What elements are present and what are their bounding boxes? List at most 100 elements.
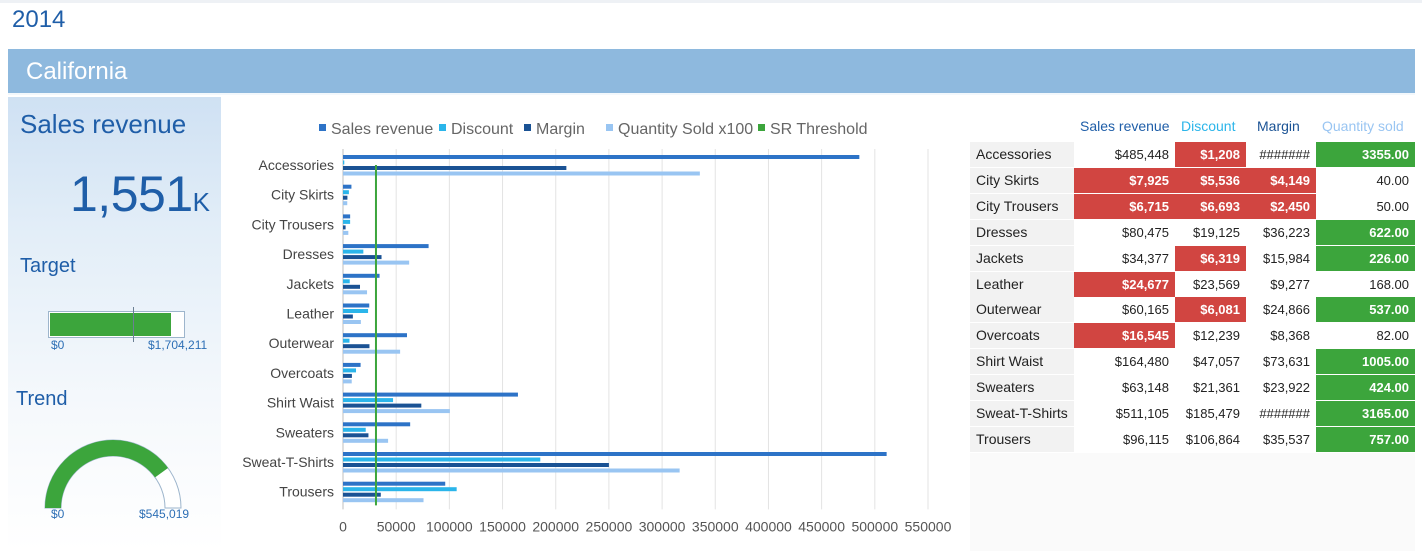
table-row[interactable]: Sweaters $63,148 $21,361 $23,922 424.00 bbox=[970, 375, 1415, 402]
region-title: California bbox=[26, 58, 128, 85]
bar-chart: Sales revenue Discount Margin Quantity Sold… bbox=[242, 121, 952, 534]
table-cell: $6,319 bbox=[1175, 245, 1246, 271]
bar bbox=[343, 452, 887, 456]
table-row[interactable]: Outerwear $60,165 $6,081 $24,866 537.00 bbox=[970, 297, 1415, 324]
table-cell: $5,536 bbox=[1175, 167, 1246, 193]
table-cell: $12,239 bbox=[1193, 328, 1240, 344]
category-label: City Trousers bbox=[252, 216, 334, 232]
kpi-panel: Sales revenue 1,551K Target $0 $1,704,21… bbox=[8, 97, 221, 551]
bar bbox=[343, 403, 422, 408]
trend-max-label: $545,019 bbox=[139, 507, 190, 521]
table-row[interactable]: Trousers $96,115 $106,864 $35,537 757.00 bbox=[970, 426, 1415, 453]
x-tick-label: 550000 bbox=[905, 518, 952, 534]
kpi-value: 1,551K bbox=[70, 165, 210, 223]
chart-bars bbox=[343, 155, 887, 506]
table-header-cell[interactable]: Margin bbox=[1257, 118, 1300, 134]
bar bbox=[343, 214, 351, 219]
x-tick-label: 450000 bbox=[798, 518, 845, 534]
gauge-fill bbox=[45, 440, 169, 508]
table-row[interactable]: City Trousers $6,715 $6,693 $2,450 50.00 bbox=[970, 193, 1415, 220]
table-cell: 622.00 bbox=[1316, 219, 1415, 245]
bar bbox=[343, 284, 361, 289]
table-cell: $185,479 bbox=[1185, 406, 1240, 421]
kpi-number: 1,551 bbox=[70, 166, 193, 222]
legend-swatch bbox=[524, 124, 531, 131]
table-cell: $164,480 bbox=[1114, 354, 1169, 370]
table-cell: $6,693 bbox=[1175, 193, 1246, 219]
table-row[interactable]: Accessories $485,448 $1,208 ####### 3355.00 bbox=[970, 142, 1415, 168]
table-cell: 537.00 bbox=[1316, 297, 1415, 323]
region-header[interactable]: California bbox=[8, 49, 1415, 95]
target-max-label: $1,704,211 bbox=[148, 338, 208, 352]
table-cell: $73,631 bbox=[1263, 354, 1310, 370]
bar bbox=[343, 303, 370, 308]
table-header-cell[interactable]: Sales revenue bbox=[1080, 118, 1170, 134]
table-cell: $35,537 bbox=[1263, 431, 1310, 447]
bar bbox=[343, 392, 518, 397]
table-cell: $36,223 bbox=[1263, 224, 1310, 240]
bar bbox=[343, 309, 369, 313]
table-cell: $6,715 bbox=[1074, 193, 1175, 219]
row-label: Jackets bbox=[970, 245, 1074, 271]
bar bbox=[343, 487, 457, 492]
bar bbox=[343, 398, 394, 403]
trend-title: Trend bbox=[16, 388, 68, 410]
table-cell: 1005.00 bbox=[1316, 349, 1415, 375]
category-label: Sweaters bbox=[276, 424, 334, 440]
table-row[interactable]: Dresses $80,475 $19,125 $36,223 622.00 bbox=[970, 219, 1415, 246]
bar bbox=[343, 195, 348, 200]
table-cell: $1,208 bbox=[1175, 142, 1246, 167]
bar bbox=[343, 244, 429, 249]
row-label: City Trousers bbox=[970, 193, 1074, 219]
bar bbox=[343, 368, 357, 373]
row-label: Shirt Waist bbox=[970, 349, 1074, 375]
legend-label: Margin bbox=[536, 121, 585, 138]
table-header-cell[interactable]: Quantity sold bbox=[1322, 118, 1404, 134]
x-tick-label: 200000 bbox=[532, 518, 579, 534]
table-row[interactable]: City Skirts $7,925 $5,536 $4,149 40.00 bbox=[970, 167, 1415, 194]
table-cell: $34,377 bbox=[1122, 250, 1169, 266]
table-row[interactable]: Shirt Waist $164,480 $47,057 $73,631 1005.00 bbox=[970, 349, 1415, 376]
bar bbox=[343, 379, 352, 384]
bar bbox=[343, 190, 349, 195]
bar bbox=[343, 155, 860, 159]
target-title: Target bbox=[20, 255, 76, 277]
bar bbox=[343, 249, 364, 254]
chart-legend: Sales revenue Discount Margin Quantity Sold… bbox=[319, 121, 868, 138]
table-cell: 40.00 bbox=[1376, 172, 1409, 188]
bar bbox=[343, 219, 351, 224]
row-label: Overcoats bbox=[970, 323, 1074, 349]
table-row[interactable]: Leather $24,677 $23,569 $9,277 168.00 bbox=[970, 271, 1415, 298]
bar bbox=[343, 279, 350, 284]
table-row[interactable]: Sweat-T-Shirts $511,105 $185,479 ####### 316… bbox=[970, 401, 1415, 427]
top-divider bbox=[0, 0, 1422, 3]
legend-swatch bbox=[319, 124, 326, 131]
table-cell: $2,450 bbox=[1246, 193, 1316, 219]
table-cell: 757.00 bbox=[1316, 426, 1415, 452]
table-cell: ####### bbox=[1259, 147, 1310, 162]
bar bbox=[343, 166, 567, 170]
row-label: Trousers bbox=[970, 426, 1074, 452]
bar bbox=[343, 273, 380, 278]
x-tick-label: 350000 bbox=[692, 518, 739, 534]
target-marker bbox=[133, 307, 134, 342]
table-row[interactable]: Jackets $34,377 $6,319 $15,984 226.00 bbox=[970, 245, 1415, 272]
category-label: Shirt Waist bbox=[267, 395, 334, 411]
table-cell: $23,922 bbox=[1263, 380, 1310, 396]
table-cell: $60,165 bbox=[1122, 302, 1169, 318]
table-row[interactable]: Overcoats $16,545 $12,239 $8,368 82.00 bbox=[970, 323, 1415, 350]
chart-grid bbox=[342, 149, 929, 510]
category-label: Overcoats bbox=[270, 365, 334, 381]
kpi-title: Sales revenue bbox=[20, 109, 187, 139]
table-header-cell[interactable]: Discount bbox=[1181, 118, 1236, 134]
table-cell: $106,864 bbox=[1185, 431, 1240, 447]
bar bbox=[343, 201, 348, 206]
table-cell: $23,569 bbox=[1193, 276, 1240, 292]
legend-label: Quantity Sold x100 bbox=[618, 121, 753, 138]
table-cell: $24,866 bbox=[1263, 302, 1310, 318]
row-label: City Skirts bbox=[970, 167, 1074, 193]
bar bbox=[343, 255, 382, 260]
bar bbox=[343, 362, 361, 367]
table-cell: 168.00 bbox=[1369, 276, 1409, 292]
